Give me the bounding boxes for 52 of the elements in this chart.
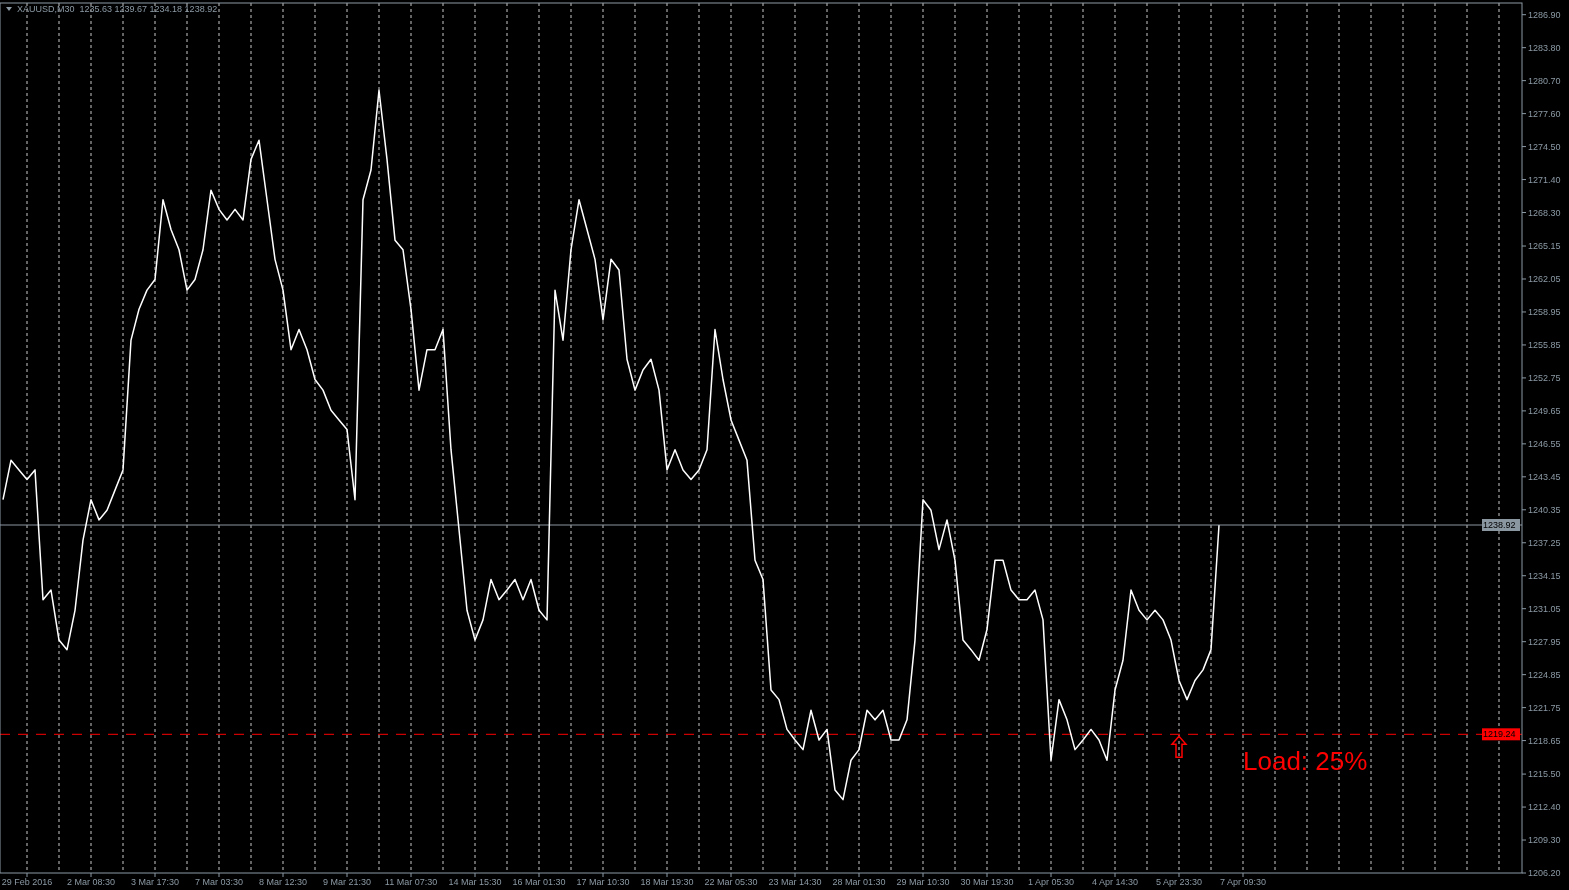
y-tick-label: 1255.85 [1528,340,1561,351]
y-tick-label: 1252.75 [1528,373,1561,384]
y-tick-label: 1277.60 [1528,108,1561,119]
x-tick-label: 2 Mar 08:30 [66,877,116,887]
chart-title: XAUUSD,M30 1235.63 1239.67 1234.18 1238.92 [17,4,218,14]
y-tick-label: 1271.40 [1528,174,1561,185]
x-tick-label: 4 Apr 14:30 [1091,877,1139,887]
x-tick-label: 29 Feb 2016 [1,877,53,887]
y-tick-label: 1224.85 [1528,669,1561,680]
y-tick-label: 1227.95 [1528,636,1561,647]
x-tick-label: 8 Mar 12:30 [258,877,308,887]
x-tick-label: 1 Apr 05:30 [1027,877,1075,887]
y-tick-label: 1268.30 [1528,207,1561,218]
y-tick-label: 1246.55 [1528,439,1561,449]
y-tick-label: 1231.05 [1528,603,1561,614]
x-tick-label: 29 Mar 10:30 [896,877,950,887]
x-tick-label: 17 Mar 10:30 [576,877,630,887]
ref-line-label: 1238.92 [1483,520,1516,531]
y-tick-label: 1283.80 [1528,42,1561,53]
ref-line-label: 1219.24 [1483,729,1516,740]
x-tick-label: 30 Mar 19:30 [960,877,1014,887]
annotation: Load: 25% [1243,746,1368,777]
x-tick-label: 11 Mar 07:30 [384,877,438,887]
x-tick-label: 22 Mar 05:30 [704,877,758,887]
y-tick-label: 1280.70 [1528,75,1561,86]
line-series [2,89,1220,801]
y-tick-label: 1243.45 [1528,471,1561,482]
y-tick-label: 1209.30 [1528,835,1561,846]
y-tick-label: 1274.50 [1528,141,1561,152]
y-tick-label: 1212.40 [1528,802,1561,813]
y-tick-label: 1249.65 [1528,406,1561,417]
x-tick-label: 16 Mar 01:30 [512,877,566,887]
x-tick-label: 23 Mar 14:30 [768,877,822,887]
y-tick-label: 1215.50 [1528,769,1561,780]
y-tick-label: 1206.20 [1528,868,1561,879]
x-tick-label: 5 Apr 23:30 [1155,877,1203,887]
y-tick-label: 1265.15 [1528,241,1561,252]
y-tick-label: 1237.25 [1528,537,1561,548]
y-tick-label: 1262.05 [1528,274,1561,285]
x-tick-label: 3 Mar 17:30 [130,877,180,887]
y-tick-label: 1286.90 [1528,9,1561,20]
y-tick-label: 1221.75 [1528,702,1561,713]
x-tick-label: 14 Mar 15:30 [448,877,502,887]
x-tick-label: 18 Mar 19:30 [640,877,694,887]
x-tick-label: 7 Mar 03:30 [194,877,244,887]
y-tick-label: 1240.35 [1528,504,1561,515]
y-tick-label: 1218.65 [1528,735,1561,746]
y-tick-label: 1234.15 [1528,570,1561,581]
y-tick-label: 1258.95 [1528,307,1561,318]
x-tick-label: 7 Apr 09:30 [1219,877,1267,887]
x-tick-label: 9 Mar 21:30 [322,877,372,887]
x-tick-label: 28 Mar 01:30 [832,877,886,887]
